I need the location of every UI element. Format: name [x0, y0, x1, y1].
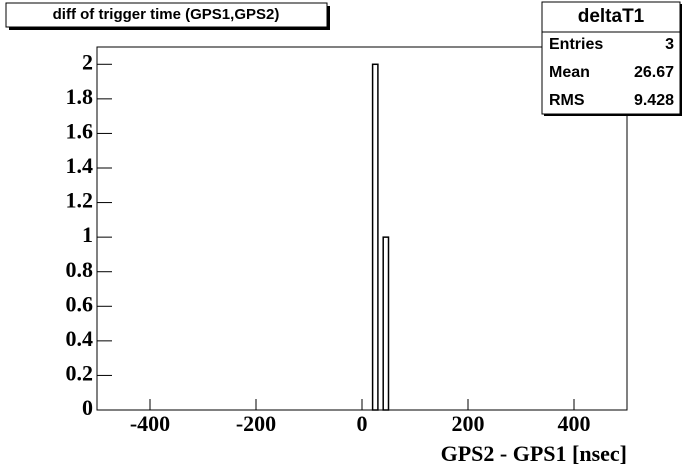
chart-title: diff of trigger time (GPS1,GPS2) — [53, 6, 280, 23]
y-tick-label: 1.8 — [66, 84, 94, 109]
y-tick-label: 1.2 — [66, 188, 94, 213]
bar — [371, 63, 379, 411]
y-tick-label: 0 — [82, 395, 93, 420]
y-tick-label: 0.8 — [66, 257, 94, 282]
stats-value: 3 — [665, 36, 674, 53]
stats-box — [541, 1, 681, 115]
x-tick-label: 400 — [558, 411, 591, 436]
title-box — [5, 2, 328, 28]
x-tick-label: 200 — [452, 411, 485, 436]
stats-value: 26.67 — [634, 64, 674, 81]
stats-label: Entries — [549, 36, 603, 53]
x-tick-label: -400 — [130, 411, 170, 436]
stats-label: RMS — [549, 92, 585, 109]
y-tick-label: 0.6 — [66, 291, 94, 316]
y-tick-label: 0.2 — [66, 360, 94, 385]
x-tick-label: 0 — [357, 411, 368, 436]
y-tick-label: 1.4 — [66, 153, 94, 178]
bar — [382, 236, 390, 411]
stats-value: 9.428 — [634, 92, 674, 109]
y-tick-label: 0.4 — [66, 326, 94, 351]
x-axis-label: GPS2 - GPS1 [nsec] — [441, 441, 627, 466]
y-tick-label: 1 — [82, 222, 93, 247]
y-tick-label: 2 — [82, 49, 93, 74]
x-tick-label: -200 — [236, 411, 276, 436]
stats-label: Mean — [549, 64, 590, 81]
y-tick-label: 1.6 — [66, 118, 94, 143]
stats-title: deltaT1 — [578, 6, 645, 27]
